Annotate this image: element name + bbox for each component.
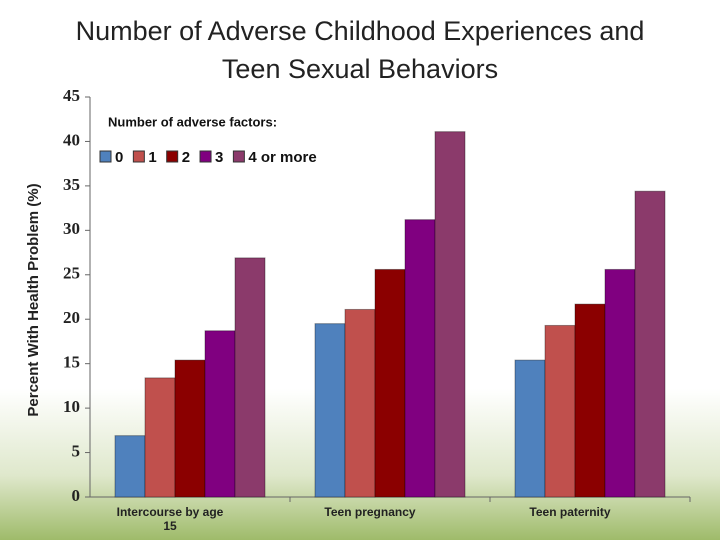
- bar: [374, 268, 406, 498]
- bar: [114, 435, 146, 498]
- bar: [174, 359, 206, 498]
- bar: [574, 303, 606, 498]
- y-tick-label: 40: [63, 130, 80, 149]
- legend-swatch: [166, 150, 179, 163]
- bar: [144, 377, 176, 498]
- y-tick-label: 20: [63, 308, 80, 327]
- x-tick-label: Teen paternity: [529, 505, 611, 519]
- y-tick-label: 5: [72, 441, 81, 460]
- y-axis-label: Percent With Health Problem (%): [25, 183, 42, 416]
- legend-swatch: [132, 150, 145, 163]
- legend-label: 4 or more: [248, 149, 316, 166]
- y-tick-label: 15: [63, 353, 80, 372]
- legend-label: 2: [182, 149, 190, 166]
- legend-label: 0: [115, 149, 123, 166]
- y-tick-label: 10: [63, 397, 80, 416]
- bar: [604, 268, 636, 498]
- bar: [634, 190, 666, 498]
- legend-swatch: [232, 150, 245, 163]
- legend-label: 3: [215, 149, 223, 166]
- y-tick-label: 45: [63, 86, 80, 105]
- bar: [314, 323, 346, 498]
- bar: [234, 257, 266, 498]
- legend-swatch: [99, 150, 112, 163]
- bar: [514, 359, 546, 498]
- bar: [434, 131, 466, 498]
- chart-title: Number of Adverse Childhood Experiences …: [75, 16, 645, 84]
- bar: [344, 308, 376, 498]
- x-tick-label: Teen pregnancy: [324, 505, 416, 519]
- x-tick-label: Intercourse by age 15: [116, 505, 224, 533]
- legend-label: 1: [148, 149, 156, 166]
- y-tick-label: 30: [63, 219, 80, 238]
- y-tick-label: 0: [72, 486, 81, 505]
- y-tick-label: 25: [63, 264, 80, 283]
- bar: [544, 324, 576, 498]
- legend-title: Number of adverse factors:: [108, 114, 277, 129]
- legend-swatch: [199, 150, 212, 163]
- bar: [404, 219, 436, 498]
- bar: [204, 330, 236, 498]
- y-tick-label: 35: [63, 175, 80, 194]
